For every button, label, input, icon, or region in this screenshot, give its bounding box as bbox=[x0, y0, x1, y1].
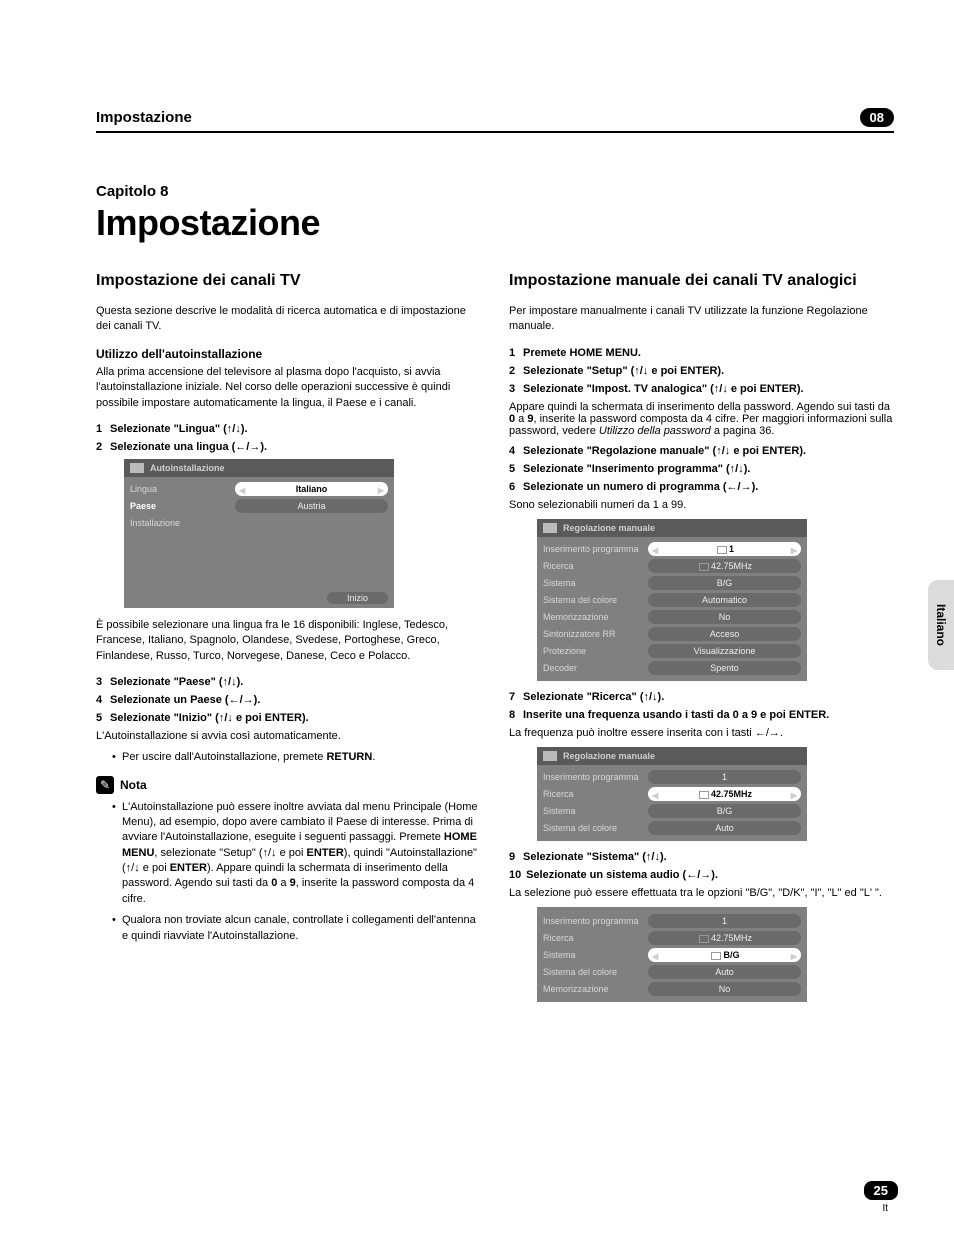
manual-panel-full: Regolazione manuale Inserimento programm… bbox=[537, 519, 807, 681]
right-step8: 8Inserite una frequenza usando i tasti d… bbox=[509, 709, 894, 721]
note-icon: ✎ bbox=[96, 776, 114, 794]
left-column: Impostazione dei canali TV Questa sezion… bbox=[96, 272, 481, 1012]
panel1-title: Autoinstallazione bbox=[150, 463, 225, 473]
right-step3: 3Selezionate "Impost. TV analogica" (/ e… bbox=[509, 383, 894, 395]
left-step2: 2Selezionate una lingua (/). bbox=[96, 441, 481, 453]
panel-icon bbox=[543, 751, 557, 761]
right-intro: Per impostare manualmente i canali TV ut… bbox=[509, 304, 894, 335]
left-bullets: Per uscire dall'Autoinstallazione, preme… bbox=[112, 750, 481, 765]
left-intro: Questa sezione descrive le modalità di r… bbox=[96, 304, 481, 335]
left-heading: Impostazione dei canali TV bbox=[96, 272, 481, 290]
nota-list: L'Autoinstallazione può essere inoltre a… bbox=[112, 800, 481, 945]
right-step6: 6Selezionate un numero di programma (/). bbox=[509, 481, 894, 493]
page-header: Impostazione 08 bbox=[96, 108, 894, 127]
right-heading: Impostazione manuale dei canali TV analo… bbox=[509, 272, 894, 290]
start-button: Inizio bbox=[327, 592, 388, 604]
chapter-label: Capitolo 8 bbox=[96, 183, 894, 200]
left-step1: 1Selezionate "Lingua" (/). bbox=[96, 423, 481, 435]
right-step1: 1Premete HOME MENU. bbox=[509, 347, 894, 359]
header-rule bbox=[96, 131, 894, 133]
right-step10: 10 Selezionate un sistema audio (/). bbox=[509, 869, 894, 881]
right-step9: 9Selezionate "Sistema" (/). bbox=[509, 851, 894, 863]
left-step5: 5Selezionate "Inizio" (/ e poi ENTER). bbox=[96, 712, 481, 724]
panel-icon bbox=[543, 523, 557, 533]
nota-item2: Qualora non troviate alcun canale, contr… bbox=[112, 913, 481, 944]
left-sub1: Utilizzo dell'autoinstallazione bbox=[96, 347, 481, 361]
page-lang: It bbox=[882, 1203, 888, 1214]
chapter-title: Impostazione bbox=[96, 202, 894, 244]
content-columns: Impostazione dei canali TV Questa sezion… bbox=[96, 272, 894, 1012]
right-step7: 7Selezionate "Ricerca" (/). bbox=[509, 691, 894, 703]
manual-panel-system: Inserimento programma1Ricerca42.75MHzSis… bbox=[537, 907, 807, 1002]
left-step3: 3Selezionate "Paese" (/). bbox=[96, 676, 481, 688]
page-number: 25 bbox=[864, 1181, 898, 1200]
right-step2: 2Selezionate "Setup" (/ e poi ENTER). bbox=[509, 365, 894, 377]
nota-header: ✎ Nota bbox=[96, 776, 481, 794]
right-column: Impostazione manuale dei canali TV analo… bbox=[509, 272, 894, 1012]
right-step8-sub: La frequenza può inoltre essere inserita… bbox=[509, 727, 894, 739]
manual-panel-search: Regolazione manuale Inserimento programm… bbox=[537, 747, 807, 841]
left-bullet-a: Per uscire dall'Autoinstallazione, preme… bbox=[112, 750, 481, 765]
right-step6-sub: Sono selezionabili numeri da 1 a 99. bbox=[509, 499, 894, 511]
chapter-badge: 08 bbox=[860, 108, 894, 127]
left-step4: 4Selezionate un Paese (/). bbox=[96, 694, 481, 706]
header-section-title: Impostazione bbox=[96, 109, 192, 126]
right-step10-sub: La selezione può essere effettuata tra l… bbox=[509, 887, 894, 899]
right-step5: 5Selezionate "Inserimento programma" (/)… bbox=[509, 463, 894, 475]
left-after-panel1: È possibile selezionare una lingua fra l… bbox=[96, 618, 481, 664]
left-sub1-body: Alla prima accensione del televisore al … bbox=[96, 365, 481, 411]
language-tab: Italiano bbox=[928, 580, 954, 670]
right-step3-sub: Appare quindi la schermata di inseriment… bbox=[509, 401, 894, 437]
right-step4: 4Selezionate "Regolazione manuale" (/ e … bbox=[509, 445, 894, 457]
nota-item1: L'Autoinstallazione può essere inoltre a… bbox=[112, 800, 481, 908]
left-step5-sub: L'Autoinstallazione si avvia così automa… bbox=[96, 730, 481, 742]
nota-label: Nota bbox=[120, 778, 147, 792]
panel-icon bbox=[130, 463, 144, 473]
autoinstall-panel: Autoinstallazione Lingua◀Italiano▶ Paese… bbox=[124, 459, 394, 608]
